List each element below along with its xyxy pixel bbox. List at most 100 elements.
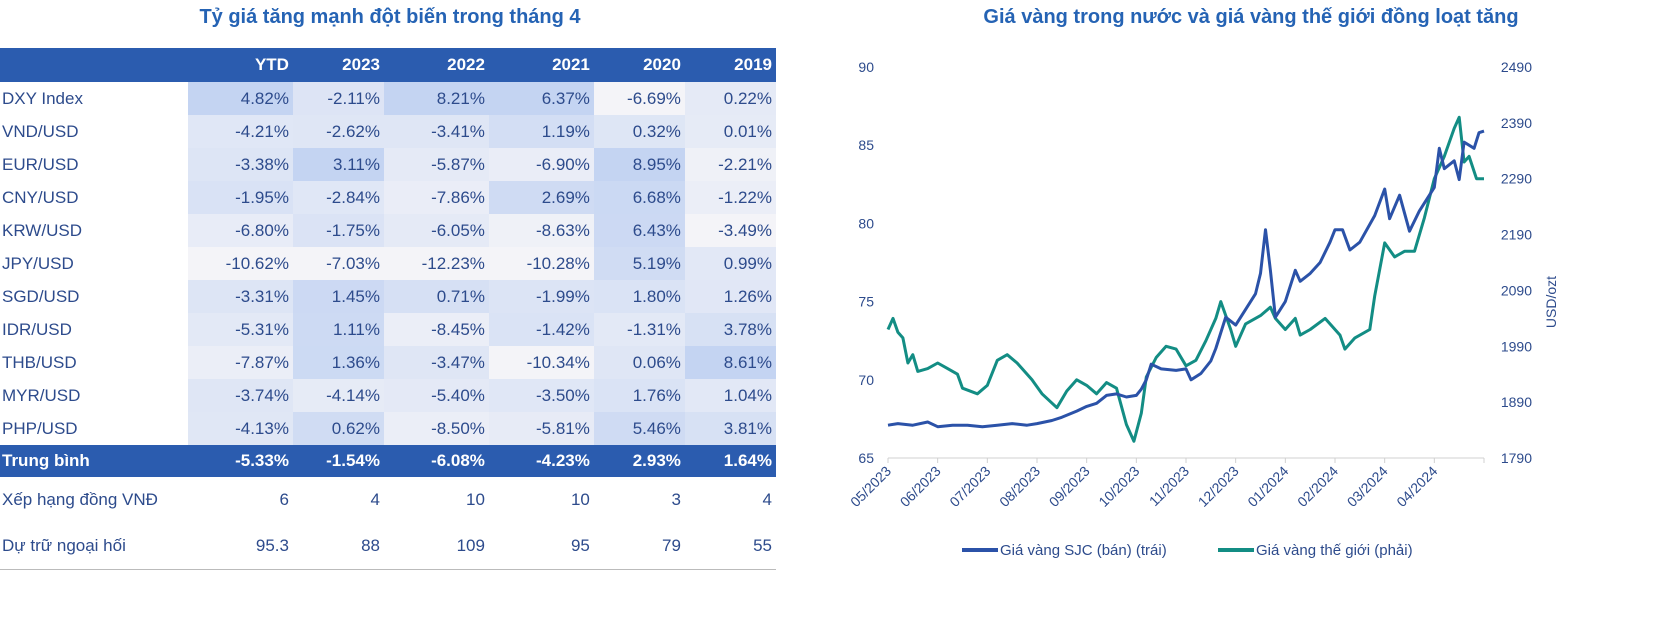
table-cell: -1.99% [488,280,594,313]
table-cell: -4.21% [188,115,293,148]
table-cell: -3.74% [188,379,293,412]
x-tick-label: 04/2024 [1393,463,1440,510]
column-header: 2021 [488,48,594,82]
table-cell: 10 [488,477,594,523]
y2-tick-label: 2190 [1501,227,1532,243]
x-tick-label: 05/2023 [847,463,894,510]
table-cell: 55 [684,523,776,570]
table-cell: -8.50% [383,412,489,445]
x-tick-label: 12/2023 [1195,463,1242,510]
column-header: 2019 [684,48,776,82]
y2-tick-label: 2090 [1501,282,1532,298]
row-label: PHP/USD [2,418,78,438]
table-cell: -7.86% [383,181,489,214]
table-cell: 88 [292,523,384,570]
table-row: Xếp hạng đồng VNĐ 6 4 10 10 3 4 [0,477,776,523]
table-row: IDR/USD -5.31% 1.11% -8.45% -1.42% -1.31% 3.78… [0,313,776,346]
table-cell: -7.03% [292,247,384,280]
row-label: Xếp hạng đồng VNĐ [0,477,188,523]
table-cell: 1.64% [684,445,776,477]
series-line-world [886,115,1484,443]
table-row: Dự trữ ngoại hối 95.3 88 109 95 79 55 [0,523,776,570]
table-row: SGD/USD -3.31% 1.45% 0.71% -1.99% 1.80% 1.26% [0,280,776,313]
table-row: CNY/USD -1.95% -2.84% -7.86% 2.69% 6.68% -1.22… [0,181,776,214]
table-cell: 0.06% [593,346,685,379]
chart-title: Giá vàng trong nước và giá vàng thế giới… [983,6,1519,28]
x-tick-label: 07/2023 [946,463,993,510]
table-cell: -3.50% [488,379,594,412]
row-label: SGD/USD [2,286,80,306]
row-label: DXY Index [2,88,83,108]
table-cell: 8.21% [383,82,489,115]
y-tick-label: 90 [858,59,874,75]
table-cell: 4 [684,477,776,523]
y2-tick-label: 2390 [1501,115,1532,131]
x-tick-label: 01/2024 [1244,463,1291,510]
table-row: VND/USD -4.21% -2.62% -3.41% 1.19% 0.32% 0.01% [0,115,776,148]
table-cell: -2.62% [292,115,384,148]
table-cell: 0.01% [684,115,776,148]
table-cell: 5.46% [593,412,685,445]
table-cell: 6.37% [488,82,594,115]
table-cell: -2.84% [292,181,384,214]
table-cell: -6.05% [383,214,489,247]
table-cell: 3.78% [684,313,776,346]
row-label: IDR/USD [2,319,72,339]
table-cell: 3 [593,477,685,523]
table-cell: -8.45% [383,313,489,346]
y2-tick-label: 2490 [1501,59,1532,75]
table-cell: 1.45% [292,280,384,313]
column-header: YTD [188,48,293,82]
legend-label: Giá vàng SJC (bán) (trái) [1000,542,1167,559]
table-row: EUR/USD -3.38% 3.11% -5.87% -6.90% 8.95% -2.21… [0,148,776,181]
table-row: THB/USD -7.87% 1.36% -3.47% -10.34% 0.06% 8.61… [0,346,776,379]
exchange-rate-table: YTD 2023 2022 2021 2020 2019 DXY Index 4.82% -2… [0,48,776,570]
table-cell: 0.62% [292,412,384,445]
table-cell: -4.23% [488,445,594,477]
row-label: JPY/USD [2,253,74,273]
y-tick-label: 85 [858,137,874,153]
x-tick-label: 10/2023 [1095,463,1142,510]
table-row: JPY/USD -10.62% -7.03% -12.23% -10.28% 5.19% 0… [0,247,776,280]
series-line-sjc [887,129,1485,429]
table-cell: -6.69% [593,82,685,115]
table-cell: 1.04% [684,379,776,412]
y-tick-label: 75 [858,294,874,310]
table-cell: 0.99% [684,247,776,280]
row-label: KRW/USD [2,220,82,240]
table-cell: -3.41% [383,115,489,148]
y-tick-label: 70 [858,372,874,388]
table-cell: 5.19% [593,247,685,280]
table-title: Tỷ giá tăng mạnh đột biến trong tháng 4 [199,6,581,28]
table-cell: -5.33% [188,445,293,477]
table-row: KRW/USD -6.80% -1.75% -6.05% -8.63% 6.43% -3.4… [0,214,776,247]
table-cell: -5.81% [488,412,594,445]
table-cell: 0.22% [684,82,776,115]
table-cell: 1.36% [292,346,384,379]
table-cell: 3.11% [292,148,384,181]
row-label: CNY/USD [2,187,79,207]
table-cell: -5.87% [383,148,489,181]
table-cell: 1.80% [593,280,685,313]
row-label: Trung bình [0,445,188,477]
y2-tick-label: 1790 [1501,450,1532,466]
table-cell: -7.87% [188,346,293,379]
x-tick-label: 02/2024 [1294,463,1341,510]
table-cell: 109 [383,523,489,570]
table-cell: 6 [188,477,293,523]
legend-label: Giá vàng thế giới (phải) [1256,542,1413,559]
table-row: MYR/USD -3.74% -4.14% -5.40% -3.50% 1.76% 1.04… [0,379,776,412]
row-label: MYR/USD [2,385,81,405]
x-tick-label: 03/2024 [1344,463,1391,510]
y-tick-label: 65 [858,450,874,466]
table-cell: -10.28% [488,247,594,280]
row-label: Dự trữ ngoại hối [0,523,188,570]
table-cell: -10.34% [488,346,594,379]
table-cell: -4.13% [188,412,293,445]
table-cell: 10 [383,477,489,523]
table-cell: -12.23% [383,247,489,280]
table-cell: -2.21% [684,148,776,181]
table-cell: -3.47% [383,346,489,379]
row-label: VND/USD [2,121,79,141]
table-cell: 1.11% [292,313,384,346]
